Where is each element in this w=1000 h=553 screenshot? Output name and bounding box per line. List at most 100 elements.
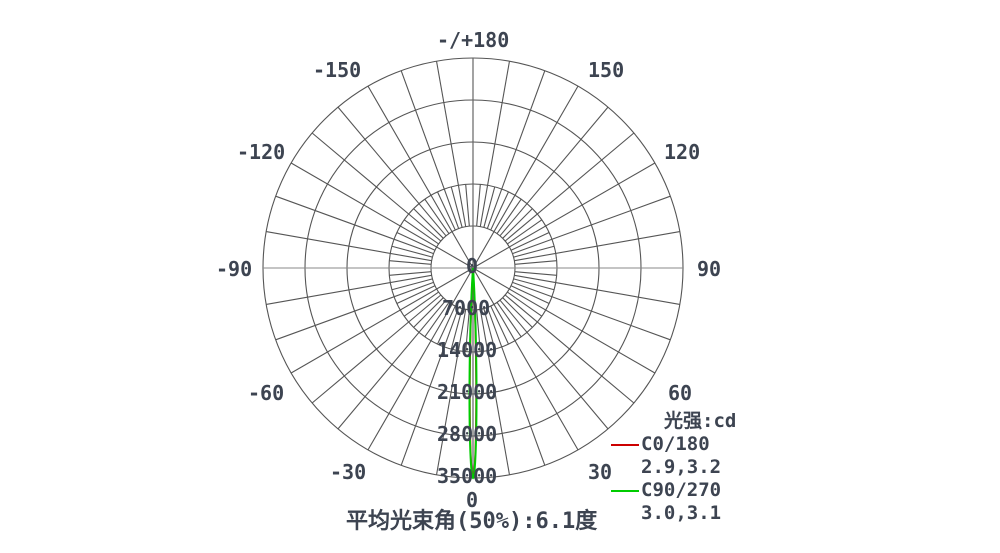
grid-spoke--50	[311, 294, 442, 404]
grid-spoke-50	[504, 294, 635, 404]
grid-spoke-110	[512, 195, 671, 255]
grid-spoke--135	[413, 208, 444, 239]
grid-spoke--130	[311, 132, 442, 242]
legend-title: 光强:cd	[664, 410, 737, 432]
grid-spoke--145	[424, 198, 450, 234]
grid-spoke-25	[490, 305, 509, 345]
grid-spoke-135	[502, 208, 533, 239]
grid-spoke--170	[435, 61, 467, 227]
grid-spoke--105	[391, 245, 433, 258]
grid-spoke--25	[437, 305, 456, 345]
grid-spoke--55	[403, 291, 439, 317]
radial-label-7000: 7000	[442, 296, 491, 320]
grid-spoke--125	[403, 219, 439, 245]
legend-swatch-c90-270	[611, 490, 639, 492]
grid-spoke--75	[391, 278, 433, 291]
angle-label-minus-90: -90	[216, 257, 253, 281]
grid-spoke--120	[290, 162, 474, 269]
grid-spoke--155	[437, 191, 456, 231]
radial-label-35000: 35000	[437, 464, 498, 488]
grid-spoke--100	[266, 230, 432, 262]
grid-spoke--110	[275, 195, 434, 255]
radial-label-0: 0	[466, 254, 479, 278]
curve-group	[468, 267, 478, 480]
radial-label-28000: 28000	[437, 422, 498, 446]
beam-angle-caption-value: (50%):6.1度	[456, 509, 598, 534]
grid-spoke--15	[450, 308, 463, 350]
grid-spoke-55	[507, 291, 543, 317]
legend-swatch-c0-180	[611, 444, 639, 446]
grid-spoke-70	[512, 281, 671, 341]
grid-spoke--40	[337, 299, 447, 430]
grid-spoke--85	[389, 271, 432, 276]
grid-spoke-150	[472, 85, 579, 269]
radial-label-21000: 21000	[437, 380, 498, 404]
grid-spoke--5	[465, 309, 470, 352]
angle-label-minus-30: -30	[330, 460, 367, 484]
grid-spoke-80	[514, 274, 680, 306]
grid-spoke-155	[490, 191, 509, 231]
grid-spoke--150	[367, 85, 474, 269]
legend-value-c0-180: 2.9,3.2	[641, 456, 722, 478]
grid-spoke-100	[514, 230, 680, 262]
legend-label-c90-270: C90/270	[641, 479, 722, 501]
grid-spoke-160	[486, 70, 546, 229]
angle-label-minus-60: -60	[248, 381, 285, 405]
grid-spoke-35	[496, 302, 522, 338]
angle-label-60: 60	[668, 381, 693, 405]
grid-spoke-10	[479, 309, 511, 475]
angle-label-120: 120	[664, 140, 701, 164]
grid-spoke-45	[502, 297, 533, 328]
angle-label-0: 0	[466, 488, 479, 512]
beam-angle-caption: 平均光束角(50%):6.1度	[346, 503, 597, 535]
grid-spoke-105	[513, 245, 555, 258]
grid-spoke-175	[476, 184, 481, 227]
grid-spoke-125	[507, 219, 543, 245]
legend-label-c0-180: C0/180	[641, 433, 710, 455]
grid-spoke-30	[472, 267, 579, 451]
grid-spoke-65	[510, 285, 550, 304]
grid-spoke-40	[499, 299, 609, 430]
radial-label-14000: 14000	[437, 338, 498, 362]
grid-spoke-170	[479, 61, 511, 227]
angle-label-150: 150	[588, 58, 625, 82]
grid-spoke--35	[424, 302, 450, 338]
grid-spoke--45	[413, 297, 444, 328]
grid-spoke--30	[367, 267, 474, 451]
grid-spoke-75	[513, 278, 555, 291]
grid-spoke--80	[266, 274, 432, 306]
grid-spoke-115	[510, 232, 550, 251]
grid-spoke-85	[514, 271, 557, 276]
grid-spoke--65	[396, 285, 436, 304]
grid-spoke--60	[290, 267, 474, 374]
grid-spoke--160	[400, 70, 460, 229]
grid-spoke-120	[472, 162, 656, 269]
grid-spoke--20	[400, 307, 460, 466]
grid-spoke--10	[435, 309, 467, 475]
series-curve-c90-270	[468, 267, 478, 480]
angle-label-30: 30	[588, 460, 613, 484]
grid-spoke--140	[337, 106, 447, 237]
beam-angle-caption-cjk: 平均光束角	[346, 509, 457, 534]
grid-group	[262, 57, 684, 479]
grid-spoke-15	[483, 308, 496, 350]
grid-spoke-140	[499, 106, 609, 237]
grid-spoke-145	[496, 198, 522, 234]
angle-label-90: 90	[697, 257, 722, 281]
grid-spoke-20	[486, 307, 546, 466]
grid-spoke--175	[465, 184, 470, 227]
grid-spoke-5	[476, 309, 481, 352]
grid-spoke--115	[396, 232, 436, 251]
grid-spoke--70	[275, 281, 434, 341]
grid-spoke-130	[504, 132, 635, 242]
angle-label-minus-150: -150	[313, 58, 362, 82]
angle-label-minus-120: -120	[237, 140, 286, 164]
angle-label-180: -/+180	[437, 28, 510, 52]
grid-spoke-165	[483, 186, 496, 228]
grid-spoke-95	[514, 260, 557, 265]
grid-spoke-60	[472, 267, 656, 374]
grid-spoke--95	[389, 260, 432, 265]
grid-spoke--165	[450, 186, 463, 228]
